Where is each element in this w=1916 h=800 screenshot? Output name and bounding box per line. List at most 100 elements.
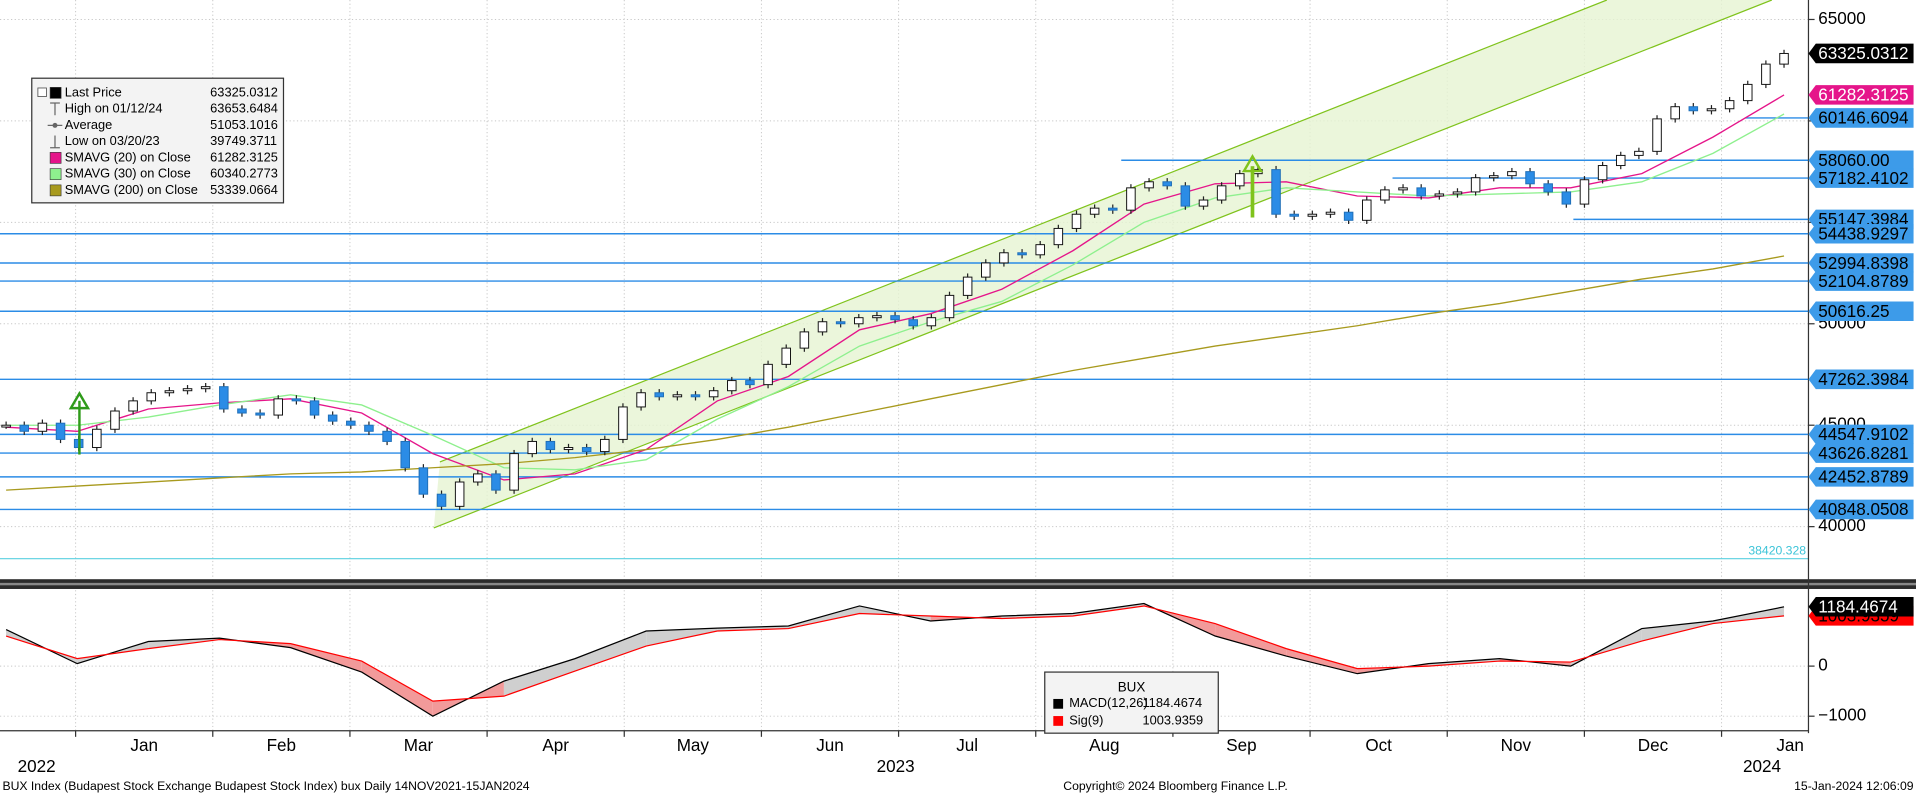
y-tick-label: −1000	[1818, 706, 1866, 725]
candle	[400, 440, 411, 469]
candle	[364, 424, 374, 432]
legend-value: 1184.4674	[1143, 695, 1203, 710]
candle	[962, 276, 973, 296]
macd-fill	[646, 628, 718, 647]
legend-label: High on 01/12/24	[65, 101, 163, 116]
candle	[908, 319, 918, 327]
candle	[1507, 171, 1517, 177]
y-tick-label: 0	[1818, 656, 1828, 675]
year-label: 2022	[18, 757, 56, 776]
candle	[418, 467, 429, 495]
macd-fill	[575, 631, 647, 672]
candle	[1071, 213, 1082, 229]
candle	[1035, 244, 1045, 256]
value-tag-label: 44547.9102	[1818, 425, 1908, 444]
candle	[1742, 83, 1753, 102]
value-tag-label: 63325.0312	[1818, 44, 1908, 63]
candle	[1488, 175, 1499, 179]
candle	[1089, 207, 1100, 215]
candle	[926, 317, 937, 327]
candle	[1597, 165, 1608, 181]
candle	[854, 317, 864, 325]
marks	[1, 49, 1789, 717]
legend-value: 63325.0312	[210, 84, 278, 99]
candle	[1652, 118, 1662, 152]
levels	[0, 117, 1809, 560]
legend-value: 1003.9359	[1143, 712, 1204, 727]
candle	[1325, 211, 1336, 215]
candle	[200, 386, 211, 390]
legend-swatch	[1053, 698, 1064, 709]
candle	[327, 414, 338, 422]
x-tick-label: Mar	[404, 736, 434, 755]
legend-label: Last Price	[65, 84, 122, 99]
value-tag	[1808, 467, 1914, 487]
legend-label: Average	[65, 117, 113, 132]
candle	[1144, 181, 1154, 189]
value-tag-label: 61282.3125	[1818, 86, 1908, 105]
channel-upper	[439, 0, 1608, 463]
candle	[1216, 185, 1227, 201]
panel-separator-inner	[0, 582, 1916, 586]
candle	[1398, 187, 1408, 191]
candle	[1724, 100, 1735, 110]
value-tag	[1808, 301, 1914, 322]
candle	[1361, 199, 1372, 221]
arrow-head	[1241, 153, 1264, 173]
candle	[128, 400, 138, 412]
value-tag-label: 52104.8789	[1818, 272, 1908, 291]
moving-average	[6, 113, 1785, 471]
candle	[1561, 191, 1572, 205]
x-tick-label: Aug	[1089, 736, 1119, 755]
year-label: 2023	[877, 757, 915, 776]
legend-title: BUX	[1118, 680, 1146, 695]
legend-swatch	[1053, 716, 1064, 726]
value-tag-label: 42452.8789	[1818, 468, 1908, 487]
value-tag-label: 1184.4674	[1818, 598, 1898, 617]
legend-label: Low on 03/20/23	[65, 133, 160, 148]
candle	[1543, 183, 1553, 193]
value-tag	[1808, 223, 1914, 244]
candle	[1434, 193, 1445, 197]
line	[5, 605, 1785, 702]
candle	[1235, 173, 1245, 187]
level-annotation: 38420.328	[1748, 544, 1806, 558]
candle	[436, 493, 447, 507]
candle	[581, 447, 592, 453]
value-tag	[1808, 85, 1914, 105]
x-tick-label: Jun	[816, 736, 844, 755]
candle	[1, 424, 11, 428]
macd-fill	[503, 658, 576, 697]
candle	[164, 390, 175, 394]
candle	[799, 331, 810, 349]
legend-label: SMAVG (200) on Close	[65, 182, 198, 197]
candle	[999, 252, 1009, 264]
candle	[19, 424, 30, 432]
candle	[1289, 213, 1299, 217]
candle	[1761, 63, 1771, 85]
candle	[944, 294, 955, 319]
price-legend: Last Price 63325.0312 High on 01/12/24 6365…	[31, 77, 285, 204]
candle	[273, 398, 284, 416]
candle	[835, 321, 846, 325]
candle	[1271, 169, 1281, 215]
x-tick-label: Oct	[1365, 736, 1392, 755]
y-tick-label: 40000	[1818, 516, 1866, 535]
arrow-head	[68, 391, 91, 410]
candle	[727, 380, 737, 392]
legend-rows: Last Price 63325.0312 High on 01/12/24 6365…	[37, 84, 278, 197]
candle	[55, 422, 66, 440]
candle	[981, 262, 991, 278]
value-tag-label: 47262.3984	[1818, 370, 1908, 389]
candle	[255, 412, 265, 416]
candle	[527, 440, 537, 455]
candle	[382, 430, 392, 442]
value-tag	[1808, 108, 1914, 128]
footer-left: BUX Index (Budapest Stock Exchange Budap…	[2, 779, 529, 793]
x-tick-label: Apr	[542, 736, 569, 755]
value-tag	[1808, 253, 1914, 273]
candle	[1380, 189, 1390, 201]
candle	[1779, 52, 1789, 65]
